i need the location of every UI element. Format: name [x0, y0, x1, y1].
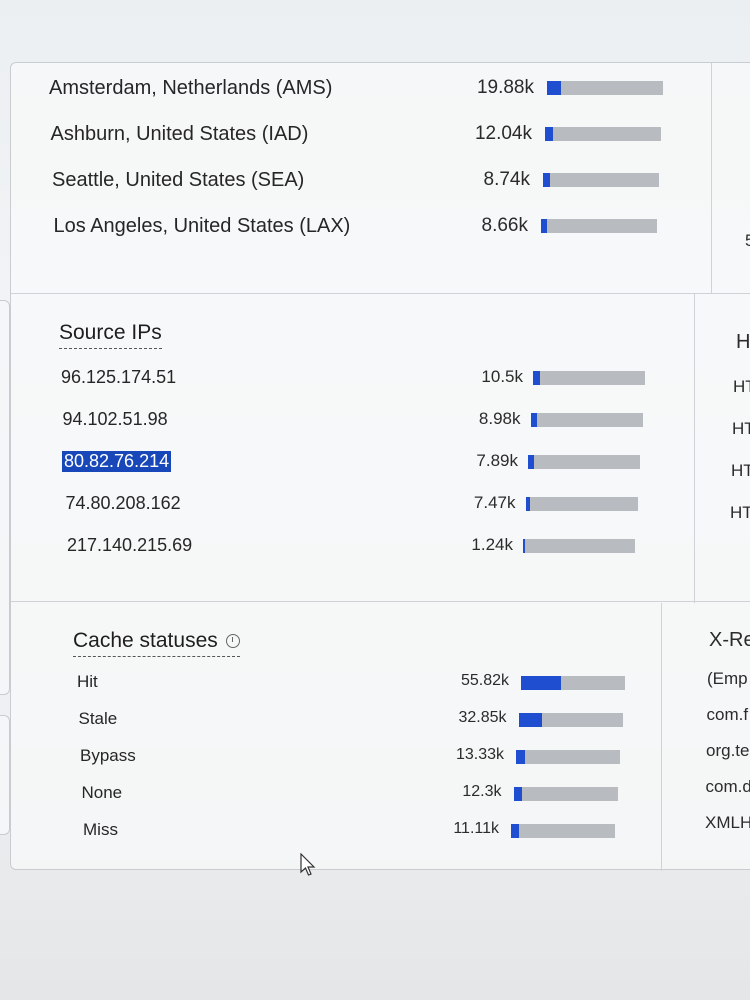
- cache-status-row-value: 32.85k: [458, 709, 507, 726]
- right-col-top-0: 5: [745, 231, 750, 250]
- cache-status-row-value: 11.11k: [453, 820, 499, 837]
- source-ip-row-value: 10.5k: [481, 367, 523, 386]
- cache-status-row-bar: [511, 824, 615, 838]
- section-divider: [11, 601, 750, 602]
- source-ip-row-bar: [530, 413, 643, 427]
- cache-status-row-value: 55.82k: [460, 672, 509, 689]
- cache-status-row-bar-fill: [513, 787, 522, 801]
- right-col-middle-title[interactable]: H: [736, 331, 750, 353]
- location-row-bar-fill: [543, 173, 550, 187]
- source-ip-row[interactable]: 217.140.215.69 1.24k: [11, 529, 711, 559]
- cache-status-row-label[interactable]: Bypass: [80, 746, 136, 765]
- location-row-bar-fill: [547, 81, 561, 95]
- cache-status-row-bar: [521, 676, 625, 690]
- cache-status-row-label[interactable]: Miss: [83, 820, 118, 839]
- location-row-bar-fill: [541, 219, 547, 233]
- source-ip-row-label[interactable]: 96.125.174.51: [61, 367, 177, 387]
- right-col-middle-item: HTT: [730, 503, 750, 522]
- cache-status-row-bar: [516, 750, 620, 764]
- cache-status-row-label[interactable]: Stale: [78, 709, 118, 728]
- source-ip-row-bar-fill: [523, 539, 525, 553]
- location-row-bar: [547, 81, 663, 95]
- cache-status-row[interactable]: Stale 32.85k: [11, 703, 711, 733]
- source-ip-row-label[interactable]: 217.140.215.69: [67, 535, 193, 555]
- location-row-bar: [545, 127, 661, 141]
- cache-status-row-label[interactable]: Hit: [77, 672, 98, 691]
- source-ip-row-value: 1.24k: [471, 535, 513, 554]
- right-col-bottom-item: XMLHt: [705, 813, 750, 832]
- source-ip-row-bar: [528, 455, 640, 469]
- right-col-middle-item: HT: [732, 419, 750, 438]
- source-ip-row-value: 8.98k: [478, 409, 521, 428]
- source-ip-row-value: 7.89k: [476, 451, 518, 470]
- source-ip-row-bar-fill: [530, 413, 537, 427]
- source-ip-row[interactable]: 94.102.51.98 8.98k: [11, 403, 711, 433]
- location-row[interactable]: Ashburn, United States (IAD) 12.04k: [11, 117, 711, 147]
- cache-status-row[interactable]: None 12.3k: [11, 777, 711, 807]
- source-ip-row[interactable]: 96.125.174.51 10.5k: [11, 361, 711, 391]
- cache-statuses-label: Cache statuses: [73, 629, 218, 652]
- analytics-panel: Amsterdam, Netherlands (AMS) 19.88k Ashbur…: [10, 62, 750, 871]
- source-ip-row-bar: [533, 371, 645, 385]
- right-col-bottom-item: (Emp: [707, 669, 748, 688]
- cache-status-row-value: 12.3k: [462, 783, 502, 800]
- location-row-label[interactable]: Seattle, United States (SEA): [52, 169, 305, 191]
- right-col-bottom-item: com.f: [706, 705, 749, 724]
- location-row-value: 12.04k: [474, 123, 532, 144]
- location-row[interactable]: Seattle, United States (SEA) 8.74k: [11, 163, 711, 193]
- location-row-value: 19.88k: [476, 77, 534, 98]
- cache-status-row[interactable]: Bypass 13.33k: [11, 740, 711, 770]
- source-ip-row-bar: [525, 497, 638, 511]
- column-divider: [711, 63, 712, 293]
- source-ip-row-bar-fill: [533, 371, 540, 385]
- clock-icon[interactable]: [225, 634, 240, 649]
- right-col-bottom-item: org.te: [706, 741, 750, 760]
- location-row-bar: [541, 219, 657, 233]
- source-ip-row-label[interactable]: 94.102.51.98: [62, 409, 168, 429]
- cache-status-row[interactable]: Miss 11.11k: [11, 814, 711, 844]
- source-ip-row-label[interactable]: 74.80.208.162: [65, 493, 181, 513]
- source-ips-title[interactable]: Source IPs: [59, 321, 162, 349]
- cache-status-row-value: 13.33k: [455, 746, 504, 763]
- column-divider: [694, 293, 695, 603]
- source-ip-row[interactable]: 74.80.208.162 7.47k: [11, 487, 711, 517]
- source-ip-row-bar: [523, 539, 635, 553]
- right-col-bottom-item: com.d: [705, 777, 750, 796]
- source-ip-row-bar-fill: [525, 497, 530, 511]
- cache-status-row-bar: [513, 787, 618, 801]
- cache-status-row-bar-fill: [516, 750, 525, 764]
- cache-status-row-bar-fill: [518, 713, 542, 727]
- cache-statuses-title[interactable]: Cache statuses: [73, 629, 240, 657]
- right-col-middle-item: HT: [731, 461, 750, 480]
- adjacent-panel-fragment: [0, 715, 10, 835]
- source-ip-row-label[interactable]: 80.82.76.214: [62, 451, 172, 472]
- right-col-middle-item: HT: [733, 377, 750, 396]
- mouse-cursor-icon: [300, 853, 316, 876]
- right-col-bottom-title[interactable]: X-Re: [709, 629, 750, 651]
- cache-status-row[interactable]: Hit 55.82k: [11, 666, 711, 696]
- adjacent-panel-fragment: [0, 300, 10, 695]
- section-divider: [11, 293, 750, 294]
- source-ip-row-value: 7.47k: [473, 493, 516, 512]
- location-row-value: 8.66k: [481, 215, 528, 236]
- cache-status-row-bar-fill: [511, 824, 519, 838]
- column-divider: [661, 603, 662, 871]
- location-row-label[interactable]: Amsterdam, Netherlands (AMS): [49, 77, 333, 99]
- location-row-value: 8.74k: [483, 169, 530, 190]
- location-row-bar: [543, 173, 659, 187]
- location-row-label[interactable]: Ashburn, United States (IAD): [50, 123, 309, 145]
- source-ip-row-bar-fill: [528, 455, 534, 469]
- cache-status-row-bar-fill: [521, 676, 561, 690]
- location-row[interactable]: Los Angeles, United States (LAX) 8.66k: [11, 209, 711, 239]
- location-row-bar-fill: [545, 127, 553, 141]
- source-ip-row[interactable]: 80.82.76.214 7.89k: [11, 445, 711, 475]
- location-row[interactable]: Amsterdam, Netherlands (AMS) 19.88k: [11, 71, 711, 101]
- location-row-label[interactable]: Los Angeles, United States (LAX): [53, 215, 351, 237]
- cache-status-row-label[interactable]: None: [81, 783, 123, 802]
- cache-status-row-bar: [518, 713, 623, 727]
